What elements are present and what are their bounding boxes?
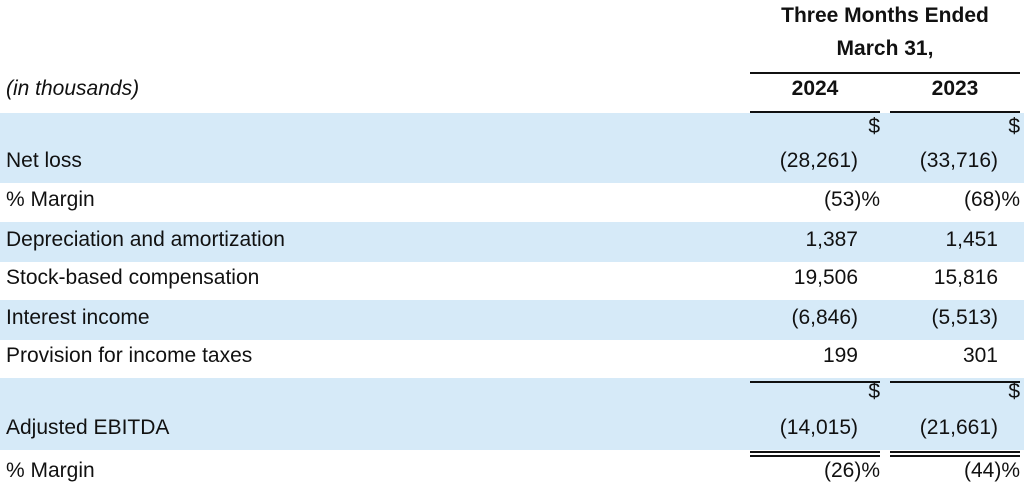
cell-value: 199 — [822, 344, 858, 367]
total-rule — [890, 381, 1020, 383]
double-rule — [890, 455, 1020, 457]
unit-label: (in thousands) — [6, 77, 140, 100]
column-rule — [890, 111, 1020, 113]
row-band — [0, 113, 1024, 183]
currency-symbol: $ — [868, 115, 880, 138]
double-rule — [750, 455, 880, 457]
total-rule — [750, 381, 880, 383]
row-label: Interest income — [6, 306, 150, 329]
cell-value: 15,816 — [933, 266, 998, 289]
row-band — [0, 222, 1024, 262]
cell-value: (53)% — [823, 188, 880, 211]
row-label: Depreciation and amortization — [6, 228, 285, 251]
cell-value: (5,513) — [931, 306, 998, 329]
cell-value: 1,451 — [945, 228, 998, 251]
currency-symbol: $ — [868, 380, 880, 403]
cell-value: 1,387 — [805, 228, 858, 251]
double-rule — [750, 451, 880, 453]
cell-value: (14,015) — [779, 416, 858, 439]
row-label: Adjusted EBITDA — [6, 416, 170, 439]
cell-value: (68)% — [963, 188, 1020, 211]
cell-value: (44)% — [963, 459, 1020, 482]
cell-value: (33,716) — [919, 149, 998, 172]
cell-value: (26)% — [823, 459, 880, 482]
cell-value: 19,506 — [793, 266, 858, 289]
row-band — [0, 378, 1024, 450]
row-band — [0, 300, 1024, 340]
currency-symbol: $ — [1008, 115, 1020, 138]
cell-value: (6,846) — [791, 306, 858, 329]
row-label: Provision for income taxes — [6, 344, 253, 367]
cell-value: (28,261) — [779, 149, 858, 172]
header-rule — [750, 72, 1020, 74]
row-label: % Margin — [6, 188, 95, 211]
header-title: March 31, — [836, 37, 934, 60]
row-label: Net loss — [6, 149, 82, 172]
currency-symbol: $ — [1008, 380, 1020, 403]
row-label: Stock-based compensation — [6, 266, 260, 289]
column-header: 2024 — [791, 77, 839, 100]
double-rule — [890, 451, 1020, 453]
row-label: % Margin — [6, 459, 95, 482]
header-title: Three Months Ended — [781, 4, 989, 27]
cell-value: 301 — [962, 344, 998, 367]
cell-value: (21,661) — [919, 416, 998, 439]
column-header: 2023 — [931, 77, 979, 100]
column-rule — [750, 111, 880, 113]
